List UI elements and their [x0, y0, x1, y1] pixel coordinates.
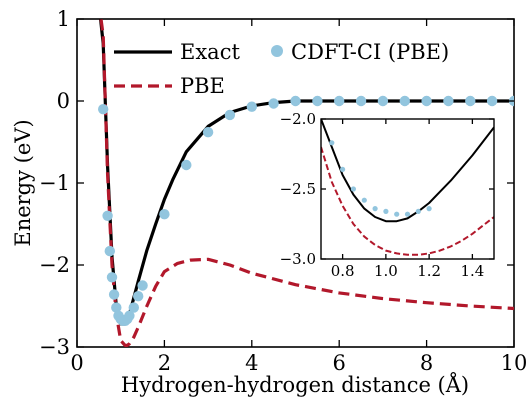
inset-pbe-line — [321, 146, 494, 256]
inset-x-tick-label: 1.0 — [374, 262, 398, 280]
inset-y-tick-label: −3.0 — [280, 250, 316, 268]
inset-cdft-ci-pbe-point — [415, 208, 421, 214]
main-y-tick-label: −3 — [39, 335, 70, 359]
inset-cdft-ci-pbe-point — [372, 206, 378, 212]
main-cdft-ci-pbe-point — [465, 95, 476, 107]
main-cdft-ci-pbe-point — [224, 109, 236, 121]
main-cdft-ci-pbe-point — [486, 95, 498, 107]
main-cdft-ci-pbe-point — [106, 272, 118, 283]
main-y-tick-label: −1 — [39, 171, 70, 195]
inset-background — [321, 119, 494, 259]
main-y-tick-label: 1 — [57, 7, 70, 31]
main-cdft-ci-pbe-point — [128, 302, 139, 313]
inset-x-tick-label: 1.2 — [417, 262, 441, 280]
inset-cdft-ci-pbe-point — [426, 206, 432, 212]
inset-cdft-ci-pbe-point — [383, 208, 389, 214]
legend-cdft-label: CDFT-CI (PBE) — [291, 40, 449, 64]
inset-y-tick-label: −2.5 — [280, 180, 316, 198]
main-x-tick-label: 4 — [245, 351, 258, 375]
inset-cdft-ci-pbe-point — [318, 114, 323, 119]
inset-cdft-ci-pbe-point — [404, 211, 411, 217]
main-cdft-ci-pbe-point — [159, 209, 170, 220]
x-axis-label: Hydrogen-hydrogen distance (Å) — [121, 372, 469, 397]
main-cdft-ci-pbe-point — [104, 245, 116, 257]
main-cdft-ci-pbe-point — [246, 101, 257, 112]
inset-cdft-ci-pbe-point — [340, 166, 346, 172]
legend-exact-label: Exact — [180, 40, 240, 64]
legend: Exact CDFT-CI (PBE) PBE — [114, 40, 449, 98]
inset-cdft-ci-pbe-point — [350, 186, 356, 192]
main-cdft-ci-pbe-point — [377, 95, 389, 107]
main-cdft-ci-pbe-point — [355, 95, 367, 107]
main-cdft-ci-pbe-point — [268, 98, 279, 109]
inset-cdft-ci-pbe-point — [361, 197, 367, 203]
legend-pbe-label: PBE — [180, 74, 225, 98]
inset-cdft-ci-pbe-point — [329, 140, 335, 146]
main-cdft-ci-pbe-point — [102, 210, 113, 221]
legend-cdft-swatch — [271, 45, 283, 57]
main-cdft-ci-pbe-point — [137, 280, 148, 291]
main-y-tick-label: 0 — [57, 89, 70, 113]
inset-x-tick-label: 1.4 — [460, 262, 484, 280]
y-axis-label: Energy (eV) — [11, 119, 35, 246]
main-x-tick-label: 2 — [158, 351, 171, 375]
main-cdft-ci-pbe-point — [334, 95, 345, 107]
main-cdft-ci-pbe-point — [312, 95, 323, 107]
main-cdft-ci-pbe-point — [108, 289, 120, 300]
main-x-tick-label: 6 — [333, 351, 346, 375]
main-x-tick-label: 0 — [70, 351, 83, 375]
inset-cdft-ci-pbe-point — [394, 211, 400, 217]
main-cdft-ci-pbe-point — [98, 104, 109, 115]
main-cdft-ci-pbe-point — [181, 159, 192, 171]
main-x-tick-label: 8 — [420, 351, 433, 375]
main-cdft-ci-pbe-point — [202, 127, 214, 138]
main-x-tick-label: 10 — [501, 351, 527, 375]
inset-x-tick-label: 0.8 — [331, 262, 355, 280]
inset-y-tick-label: −2.0 — [280, 110, 316, 128]
main-cdft-ci-pbe-point — [443, 95, 454, 107]
main-cdft-ci-pbe-point — [399, 95, 410, 107]
main-y-tick-label: −2 — [39, 253, 70, 277]
inset-exact-line — [321, 119, 494, 223]
main-cdft-ci-pbe-point — [421, 95, 432, 107]
main-cdft-ci-pbe-point — [124, 310, 135, 321]
main-cdft-ci-pbe-point — [133, 291, 144, 302]
main-cdft-ci-pbe-point — [111, 302, 122, 313]
main-cdft-ci-pbe-point — [290, 95, 301, 107]
